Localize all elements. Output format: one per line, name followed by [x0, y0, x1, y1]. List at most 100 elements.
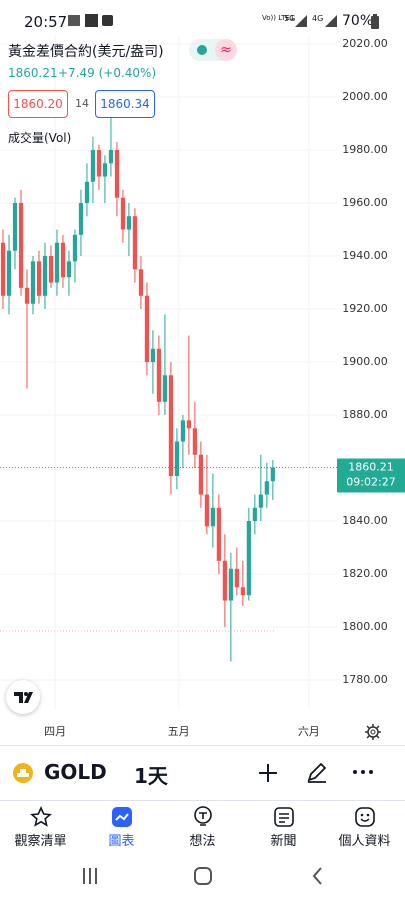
tv-logo[interactable]: [6, 680, 40, 714]
symbol-title[interactable]: 黃金差價合約(美元/盎司): [8, 44, 164, 60]
y-tick-label: 1840.00: [342, 514, 388, 527]
y-tick-label: 2000.00: [342, 90, 388, 103]
recent-button[interactable]: [83, 868, 97, 884]
ask-button[interactable]: 1860.34: [95, 90, 155, 118]
battery-icon: [371, 14, 379, 29]
home-button[interactable]: [194, 867, 212, 885]
tab-profile[interactable]: 個人資料: [324, 806, 405, 849]
battery-level: 70%: [342, 13, 374, 29]
star-icon: [29, 806, 52, 827]
system-nav: [83, 867, 322, 885]
candle-body: [210, 507, 215, 527]
candle-body: [144, 295, 150, 363]
last-price-box: [337, 458, 405, 493]
candle-body: [198, 454, 203, 495]
candle-body: [6, 250, 12, 296]
y-tick-label: 1880.00: [342, 408, 388, 421]
x-tick-label: 四月: [44, 725, 66, 738]
candle-body: [42, 256, 48, 296]
news-icon: [273, 807, 294, 827]
candle-body: [54, 242, 60, 283]
bid-button[interactable]: 1860.20: [8, 90, 68, 118]
spread: 14: [75, 97, 89, 110]
volume-indicator[interactable]: 成交量(Vol): [8, 131, 72, 145]
clock: 20:57: [24, 13, 68, 31]
tab-label: 新聞: [270, 834, 297, 849]
tab-ideas[interactable]: 想法: [162, 806, 243, 849]
candle-body: [132, 216, 138, 270]
candle-body: [240, 587, 245, 596]
signal-4g: 4G: [312, 14, 324, 23]
candle-body: [24, 287, 30, 304]
candle-body: [108, 150, 114, 164]
candle-body: [0, 242, 6, 296]
tab-label: 想法: [189, 834, 216, 849]
candle-body: [156, 348, 162, 402]
candle-body: [60, 242, 66, 278]
candle-body: [252, 507, 257, 522]
candle-body: [120, 197, 126, 230]
divider: [0, 800, 405, 801]
y-tick-label: 1800.00: [342, 620, 388, 633]
candle-body: [174, 441, 179, 476]
candle-body: [96, 150, 102, 177]
signal-5g: 5G: [284, 14, 296, 23]
last-price-label: 1860.21: [348, 460, 394, 473]
price-change: +7.49 (+0.40%): [58, 66, 157, 80]
candle-body: [102, 163, 108, 177]
add-button[interactable]: [257, 762, 279, 784]
y-tick-label: 1980.00: [342, 143, 388, 156]
ideas-icon: [193, 806, 212, 826]
candle-body: [264, 481, 269, 495]
draw-button[interactable]: [305, 760, 329, 784]
y-tick-label: 1920.00: [342, 302, 388, 315]
candle-body: [168, 375, 173, 476]
candle-body: [186, 420, 191, 429]
candle-body: [90, 150, 96, 182]
divider: [0, 745, 405, 746]
status-pill[interactable]: ≈: [189, 39, 237, 61]
candle-body: [84, 181, 90, 204]
candle-body: [126, 216, 132, 230]
tab-chart[interactable]: 圖表: [81, 806, 162, 849]
y-tick-label: 1900.00: [342, 355, 388, 368]
interval[interactable]: 1天: [134, 764, 168, 788]
candle-body: [228, 568, 233, 601]
candle-body: [270, 467, 275, 482]
candle-body: [66, 261, 72, 278]
candle-body: [216, 507, 221, 561]
settings-icon[interactable]: [364, 723, 382, 741]
volte: Vo)) LTE1: [262, 14, 295, 22]
signal-bars: [295, 15, 337, 27]
candle-body: [180, 420, 185, 442]
symbol[interactable]: GOLD: [44, 760, 107, 784]
candle-body: [18, 203, 24, 288]
tab-watchlist[interactable]: 觀察清單: [0, 806, 81, 849]
candle-body: [30, 261, 36, 304]
gold-icon: [13, 763, 33, 783]
status-icons: [68, 14, 113, 27]
candle-body: [114, 150, 120, 198]
tab-label: 個人資料: [338, 834, 391, 849]
candle-body: [150, 348, 156, 363]
more-button[interactable]: [352, 766, 374, 778]
candle-body: [162, 375, 168, 402]
tv-logo-mark: [14, 692, 33, 703]
svg-text:≈: ≈: [220, 42, 232, 58]
back-button[interactable]: [312, 867, 322, 885]
y-tick-label: 1780.00: [342, 673, 388, 686]
tab-label: 觀察清單: [14, 834, 67, 849]
y-tick-label: 1940.00: [342, 249, 388, 262]
candle-body: [138, 269, 144, 296]
tab-news[interactable]: 新聞: [243, 806, 324, 849]
status-pill-icons: ≈: [197, 39, 237, 61]
candle-body: [78, 203, 84, 235]
candle-body: [48, 256, 54, 283]
last-price: 1860.21: [8, 66, 58, 80]
profile-icon: [354, 807, 375, 827]
x-tick-label: 六月: [298, 725, 320, 738]
candle-body: [246, 521, 251, 596]
candle-body: [192, 428, 197, 455]
x-tick-label: 五月: [168, 725, 190, 738]
